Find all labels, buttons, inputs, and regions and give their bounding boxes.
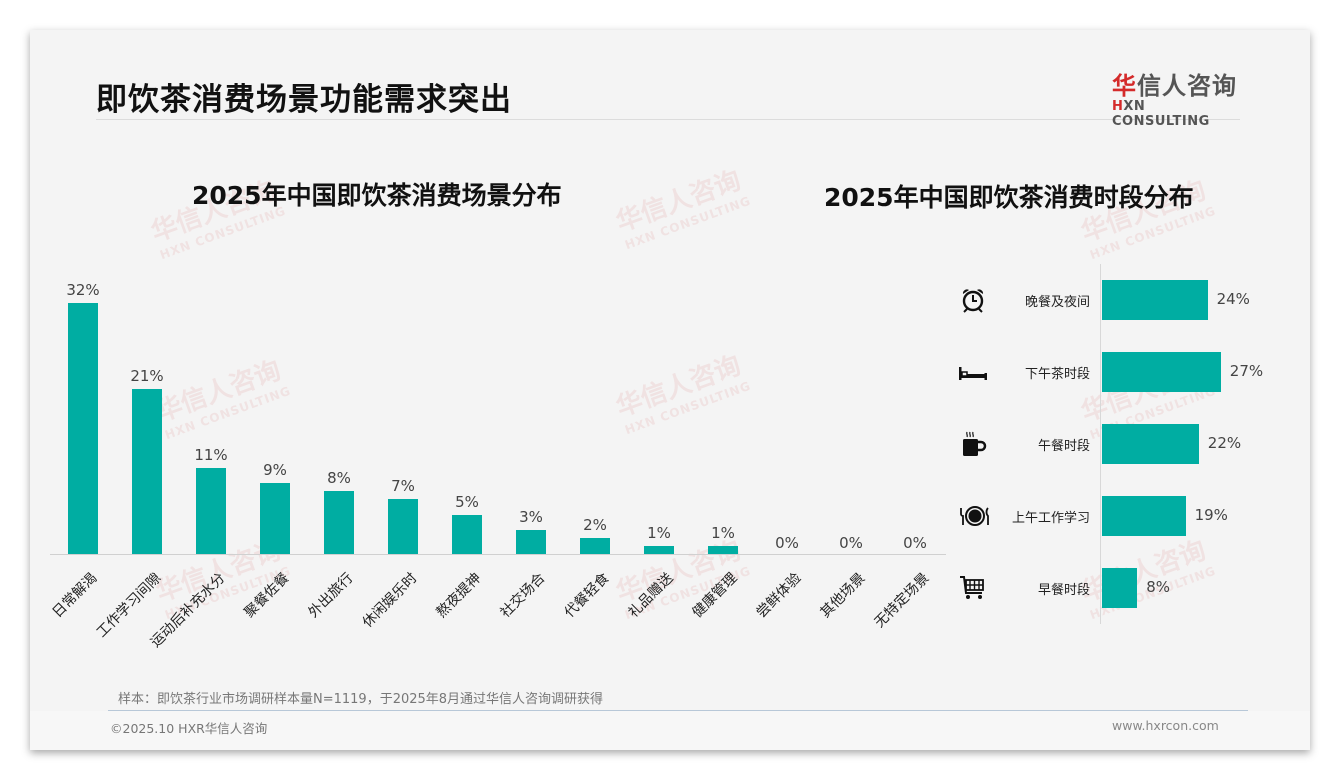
bar-value-label: 2% (583, 516, 607, 535)
bar-row: 下午茶时段 27% (950, 350, 1290, 394)
bar-value-label: 21% (130, 367, 164, 386)
bar-value-label: 0% (775, 534, 799, 552)
bar (324, 491, 354, 554)
plate-cutlery-icon (958, 502, 989, 530)
x-axis-label: 社交场合 (497, 570, 549, 622)
bar-value-label: 1% (711, 524, 735, 543)
sample-note: 样本：即饮茶行业市场调研样本量N=1119，于2025年8月通过华信人咨询调研获… (118, 692, 604, 707)
x-axis-label: 外出旅行 (305, 570, 357, 622)
bar-value-label: 24% (1216, 290, 1250, 308)
x-axis-label: 熬夜提神 (433, 570, 485, 622)
bar-row: 早餐时段 8% (950, 566, 1290, 610)
bar-row: 午餐时段 22% (950, 422, 1290, 466)
shopping-cart-icon (958, 574, 988, 602)
logo-cn-rest: 信人咨询 (1137, 72, 1237, 100)
y-axis-label: 早餐时段 (1037, 583, 1090, 598)
bar-value-label: 8% (327, 469, 351, 488)
page-title: 即饮茶消费场景功能需求突出 (96, 82, 512, 118)
coffee-mug-icon (958, 430, 988, 458)
time-distribution-chart: 晚餐及夜间 24% 下午茶时段 27% 午餐时段 22% 上午工作学习 19% 早餐时段 8% (950, 260, 1290, 660)
bar-value-label: 8% (1146, 578, 1170, 596)
bar-value-label: 9% (263, 461, 287, 480)
y-axis-label: 上午工作学习 (1011, 511, 1090, 526)
logo-en-red: H (1112, 99, 1124, 114)
x-axis-label: 礼品赠送 (625, 570, 677, 622)
bar-value-label: 1% (647, 524, 671, 543)
y-axis-label: 下午茶时段 (1024, 367, 1090, 382)
bar-value-label: 7% (391, 477, 415, 496)
time-chart-title: 2025年中国即饮茶消费时段分布 (824, 183, 1194, 212)
logo-en: HXN CONSULTING (1112, 99, 1242, 129)
x-axis-label: 休闲娱乐时 (359, 570, 421, 631)
bar-value-label: 27% (1229, 362, 1264, 380)
bar-value-label: 0% (839, 534, 863, 552)
bar-row: 上午工作学习 19% (950, 494, 1290, 538)
bar (708, 546, 738, 554)
bar (132, 389, 162, 554)
bar (260, 483, 290, 554)
x-axis-line (50, 554, 946, 555)
bar (644, 546, 674, 554)
bar (1102, 352, 1221, 392)
y-axis-line (1100, 264, 1101, 624)
y-axis-label: 晚餐及夜间 (1024, 295, 1090, 310)
footer (30, 711, 1310, 750)
copyright: ©2025.10 HXR华信人咨询 (110, 721, 268, 736)
x-axis-label: 尝鲜体验 (753, 570, 805, 622)
bar (1102, 496, 1186, 536)
bar (68, 302, 98, 554)
bar (196, 467, 226, 554)
scene-distribution-chart: 32% 日常解渴 21% 工作学习间隙 11% 运动后补充水分 9% 聚餐佐餐 8% 外出旅行 7%… (50, 260, 950, 660)
x-axis-label: 无特定场景 (871, 570, 933, 631)
bar-value-label: 5% (455, 492, 479, 511)
x-axis-label: 聚餐佐餐 (241, 570, 293, 622)
bar-row: 晚餐及夜间 24% (950, 278, 1290, 322)
logo-cn-red: 华 (1112, 72, 1137, 100)
x-axis-label: 日常解渴 (49, 570, 101, 622)
slide: 即饮茶消费场景功能需求突出 华信人咨询 HXN CONSULTING 华信人咨询… (30, 30, 1310, 750)
footer-divider (108, 710, 1248, 711)
bar (516, 530, 546, 554)
y-axis-label: 午餐时段 (1037, 439, 1090, 454)
company-logo: 华信人咨询 HXN CONSULTING (1112, 66, 1242, 129)
bar-value-label: 22% (1207, 434, 1242, 452)
x-axis-label: 其他场景 (817, 570, 869, 622)
bar (580, 538, 610, 554)
bar-value-label: 0% (903, 534, 927, 552)
scene-chart-title: 2025年中国即饮茶消费场景分布 (192, 181, 562, 210)
website-link[interactable]: www.hxrcon.com (1112, 718, 1219, 733)
logo-cn: 华信人咨询 (1112, 66, 1242, 101)
bar-value-label: 32% (66, 280, 100, 299)
bar (1102, 424, 1199, 464)
bar-value-label: 11% (194, 445, 228, 464)
bar (452, 514, 482, 554)
bed-icon (958, 358, 988, 386)
bar (1102, 280, 1208, 320)
bar-value-label: 3% (519, 508, 543, 527)
bar-value-label: 19% (1194, 506, 1228, 524)
title-divider (96, 119, 1240, 120)
bar (388, 499, 418, 554)
x-axis-label: 健康管理 (689, 570, 741, 622)
x-axis-label: 代餐轻食 (561, 570, 613, 622)
logo-en-rest: XN CONSULTING (1112, 99, 1210, 129)
bar (1102, 568, 1138, 608)
alarm-clock-icon (958, 286, 988, 314)
